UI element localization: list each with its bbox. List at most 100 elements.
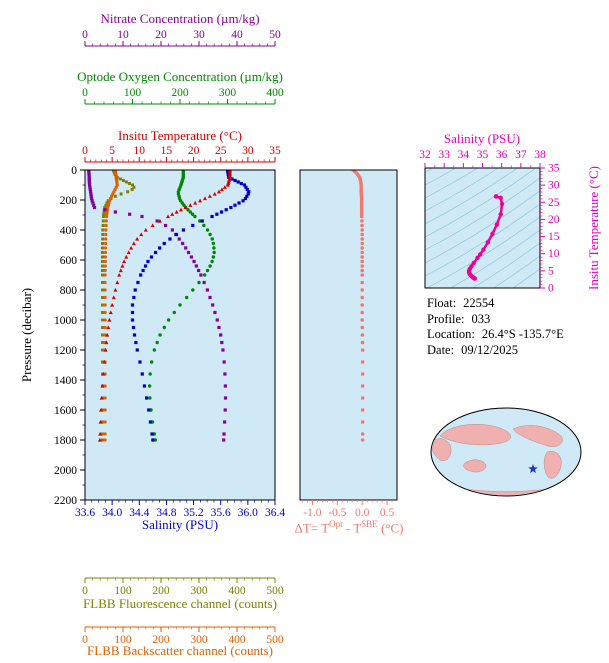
svg-text:200: 200 (171, 87, 189, 99)
delta-t-label-sup-sbe: SBE (361, 519, 378, 529)
svg-text:40: 40 (231, 29, 243, 41)
series-nitrate (87, 170, 228, 442)
svg-text:25: 25 (548, 197, 560, 209)
svg-text:100: 100 (114, 585, 132, 597)
profile-series (87, 170, 251, 442)
svg-text:500: 500 (266, 634, 284, 646)
svg-text:1800: 1800 (54, 435, 77, 447)
svg-text:37: 37 (515, 149, 527, 161)
svg-text:0: 0 (548, 283, 554, 295)
svg-text:300: 300 (219, 87, 237, 99)
oxygen-axis-title: Optode Oxygen Concentration (µm/kg) (77, 69, 283, 84)
svg-text:0.0: 0.0 (355, 507, 370, 519)
delta-t-label-suffix: (°C) (377, 520, 404, 536)
float-location-star (528, 464, 538, 473)
svg-text:1400: 1400 (54, 375, 77, 387)
profile-number-value: 033 (471, 311, 491, 326)
delta-t-axis-title: ΔT= TOpt - TSBE (°C) (295, 517, 404, 535)
svg-text:10: 10 (134, 145, 146, 157)
svg-text:35.2: 35.2 (184, 507, 204, 519)
temperature-axis-title: Insitu Temperature (°C) (118, 128, 242, 143)
svg-text:15: 15 (161, 145, 173, 157)
float-id-line: Float: 22554 (427, 296, 564, 312)
delta-t-axis: -1.0 -0.5 0.0 0.5 (302, 500, 394, 519)
delta-t-plot (299, 169, 398, 501)
svg-text:30: 30 (193, 29, 205, 41)
location-value: 26.4°S -135.7°E (481, 327, 564, 341)
svg-text:300: 300 (190, 585, 208, 597)
svg-text:400: 400 (60, 225, 78, 237)
svg-text:1000: 1000 (54, 315, 77, 327)
svg-text:25: 25 (215, 145, 227, 157)
svg-text:20: 20 (188, 145, 200, 157)
svg-text:2200: 2200 (54, 495, 77, 507)
delta-t-label-mid: - T (342, 520, 362, 536)
svg-text:36.4: 36.4 (265, 507, 285, 519)
svg-text:200: 200 (60, 195, 78, 207)
svg-text:0: 0 (82, 634, 88, 646)
svg-text:0.5: 0.5 (380, 507, 395, 519)
svg-text:0: 0 (82, 29, 88, 41)
series-temperature (97, 170, 232, 442)
svg-text:5: 5 (109, 145, 115, 157)
svg-text:35: 35 (548, 163, 560, 175)
fluorescence-axis-title: FLBB Fluorescence channel (counts) (83, 596, 277, 611)
float-info-block: Float: 22554 Profile: 033 Location: 26.4°S … (427, 296, 564, 358)
backscatter-axis-title: FLBB Backscatter channel (counts) (87, 643, 273, 658)
density-contours (425, 168, 540, 288)
date-label: Date: (427, 342, 455, 357)
svg-text:0: 0 (82, 87, 88, 99)
svg-text:200: 200 (152, 634, 170, 646)
svg-text:32: 32 (419, 149, 431, 161)
location-line: Location: 26.4°S -135.7°E (427, 327, 564, 343)
delta-t-series (351, 170, 365, 442)
svg-text:400: 400 (228, 634, 246, 646)
date-line: Date: 09/12/2025 (427, 343, 564, 359)
svg-text:36: 36 (496, 149, 508, 161)
svg-text:1600: 1600 (54, 405, 77, 417)
svg-text:600: 600 (60, 255, 78, 267)
delta-t-label-prefix: ΔT= T (294, 520, 330, 536)
svg-text:36.0: 36.0 (238, 507, 258, 519)
svg-text:34.0: 34.0 (102, 507, 122, 519)
svg-text:50: 50 (269, 29, 281, 41)
svg-text:33.6: 33.6 (75, 507, 95, 519)
svg-text:-1.0: -1.0 (303, 507, 321, 519)
svg-text:400: 400 (228, 585, 246, 597)
float-id-label: Float: (427, 296, 457, 310)
svg-text:10: 10 (548, 248, 560, 260)
svg-text:34: 34 (458, 149, 470, 161)
svg-text:300: 300 (190, 634, 208, 646)
ts-curve (466, 194, 505, 281)
svg-text:20: 20 (548, 214, 560, 226)
svg-text:15: 15 (548, 231, 560, 243)
date-value: 09/12/2025 (461, 342, 519, 357)
pressure-axis: 0 200 400 600 800 1000 1200 1400 1600 1800 2000 220… (54, 165, 85, 507)
salinity-axis-title: Salinity (PSU) (141, 517, 219, 532)
svg-text:35: 35 (477, 149, 489, 161)
svg-text:34.8: 34.8 (156, 507, 176, 519)
float-id-value: 22554 (463, 296, 495, 310)
svg-text:30: 30 (548, 180, 560, 192)
svg-text:2000: 2000 (54, 465, 77, 477)
svg-text:100: 100 (114, 634, 132, 646)
svg-text:5: 5 (548, 265, 554, 277)
ts-salinity-axis-title: Salinity (PSU) (443, 131, 521, 146)
profile-number-label: Profile: (427, 311, 465, 326)
svg-text:20: 20 (155, 29, 167, 41)
svg-text:35: 35 (269, 145, 281, 157)
svg-text:0: 0 (82, 145, 88, 157)
svg-text:400: 400 (266, 87, 284, 99)
svg-text:100: 100 (124, 87, 142, 99)
location-label: Location: (427, 327, 475, 341)
ts-axes: 32 33 34 35 36 37 38 0 5 10 15 20 25 30 35 (419, 149, 560, 295)
svg-text:0: 0 (82, 585, 88, 597)
svg-text:0: 0 (71, 165, 77, 177)
svg-text:30: 30 (242, 145, 254, 157)
svg-text:35.6: 35.6 (211, 507, 231, 519)
ts-temperature-axis-title: Insitu Temperature (°C) (586, 166, 601, 290)
pressure-axis-title: Pressure (decibar) (19, 287, 34, 383)
